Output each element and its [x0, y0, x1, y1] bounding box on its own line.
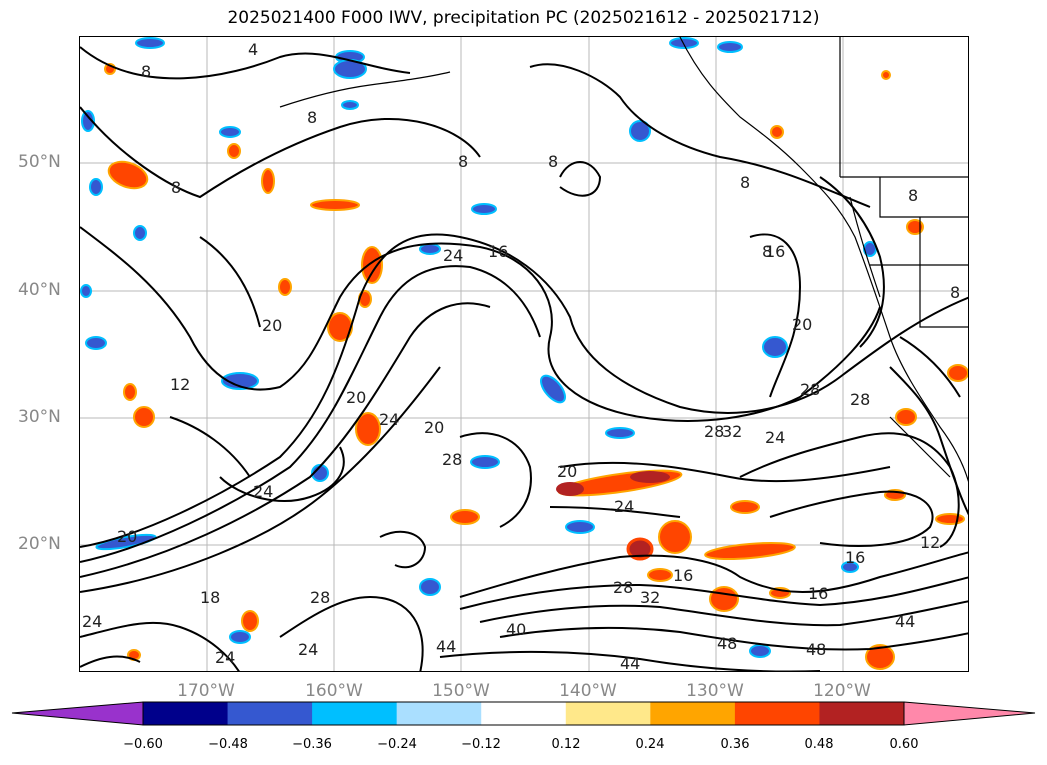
contour-label: 16 — [765, 242, 786, 261]
colorbar-tick: 0.48 — [804, 737, 834, 752]
contour-label: 4 — [248, 40, 259, 59]
contour-label: 32 — [640, 588, 661, 607]
contour-label: 48 — [806, 640, 827, 659]
contour-label: 28 — [442, 450, 463, 469]
colorbar-segment — [143, 702, 229, 725]
contour-label: 44 — [436, 637, 457, 656]
colorbar-segment — [650, 702, 736, 725]
contour-label: 28 — [704, 422, 725, 441]
contour-label: 8 — [171, 178, 182, 197]
iwv-contours — [80, 46, 968, 671]
colorbar-segments — [12, 702, 1035, 725]
colorbar-segment — [565, 702, 651, 725]
lat-label-50n: 50°N — [18, 152, 61, 172]
contour-label: 20 — [262, 316, 283, 335]
lat-label-40n: 40°N — [18, 280, 61, 300]
graticule — [80, 37, 968, 671]
contour-label: 12 — [170, 375, 191, 394]
map-title: 2025021400 F000 IWV, precipitation PC (2… — [227, 8, 820, 28]
colorbar-tick: 0.60 — [889, 737, 919, 752]
colorbar-tick: 0.24 — [635, 737, 665, 752]
contour-label: 16 — [808, 584, 829, 603]
precip-negative — [80, 37, 877, 658]
contour-label: 8 — [762, 242, 773, 261]
contour-label: 24 — [82, 612, 103, 631]
lon-label-160w: 160°W — [305, 681, 363, 701]
contour-label: 16 — [673, 566, 694, 585]
contour-label: 24 — [379, 410, 400, 429]
contour-label: 24 — [443, 246, 464, 265]
colorbar-extend-low — [12, 702, 143, 725]
contour-label: 8 — [458, 152, 469, 171]
colorbar-tick: −0.12 — [461, 737, 501, 752]
lon-label-120w: 120°W — [813, 681, 871, 701]
colorbar-segment — [396, 702, 482, 725]
contour-label: 20 — [557, 462, 578, 481]
lat-label-30n: 30°N — [18, 407, 61, 427]
colorbar-extend-high — [904, 702, 1035, 725]
lat-label-20n: 20°N — [18, 534, 61, 554]
contour-label: 24 — [298, 640, 319, 659]
contour-label: 16 — [845, 548, 866, 567]
contour-label: 8 — [740, 173, 751, 192]
colorbar-tick: −0.48 — [208, 737, 248, 752]
contour-label: 24 — [215, 648, 236, 667]
contour-label: 18 — [200, 588, 221, 607]
colorbar-tick: 0.36 — [720, 737, 750, 752]
contour-label: 24 — [765, 428, 786, 447]
contour-label: 8 — [548, 152, 559, 171]
colorbar-frame-right — [903, 701, 1036, 726]
lon-label-130w: 130°W — [686, 681, 744, 701]
colorbar — [11, 701, 1036, 726]
contour-label: 20 — [117, 527, 138, 546]
contour-label: 20 — [424, 418, 445, 437]
colorbar-tick: 0.12 — [551, 737, 581, 752]
contour-label: 8 — [307, 108, 318, 127]
contour-label: 24 — [253, 482, 274, 501]
lon-label-140w: 140°W — [559, 681, 617, 701]
contour-label: 28 — [850, 390, 871, 409]
contour-label: 44 — [620, 654, 641, 673]
colorbar-tick: −0.36 — [292, 737, 332, 752]
colorbar-tick: −0.24 — [377, 737, 417, 752]
contour-label: 44 — [895, 612, 916, 631]
coastlines — [279, 37, 968, 483]
contour-label: 40 — [506, 620, 527, 639]
contour-label: 8 — [908, 186, 919, 205]
colorbar-segment — [819, 702, 905, 725]
contour-label: 28 — [800, 380, 821, 399]
contour-label: 16 — [488, 242, 509, 261]
contour-label: 20 — [792, 315, 813, 334]
contour-label: 48 — [717, 634, 738, 653]
contour-label: 8 — [950, 283, 961, 302]
contour-label: 28 — [310, 588, 331, 607]
contour-label: 20 — [346, 388, 367, 407]
map-panel — [79, 36, 969, 672]
map-canvas — [80, 37, 968, 671]
contour-label: 28 — [613, 578, 634, 597]
contour-label: 32 — [722, 422, 743, 441]
contour-label: 12 — [920, 533, 941, 552]
colorbar-segment — [312, 702, 398, 725]
contour-label: 24 — [614, 497, 635, 516]
precip-positive — [104, 63, 968, 670]
colorbar-segment — [481, 702, 567, 725]
lon-label-150w: 150°W — [432, 681, 490, 701]
contour-label: 8 — [141, 62, 152, 81]
colorbar-tick: −0.60 — [123, 737, 163, 752]
colorbar-segment — [734, 702, 820, 725]
colorbar-segment — [227, 702, 313, 725]
lon-label-170w: 170°W — [177, 681, 235, 701]
